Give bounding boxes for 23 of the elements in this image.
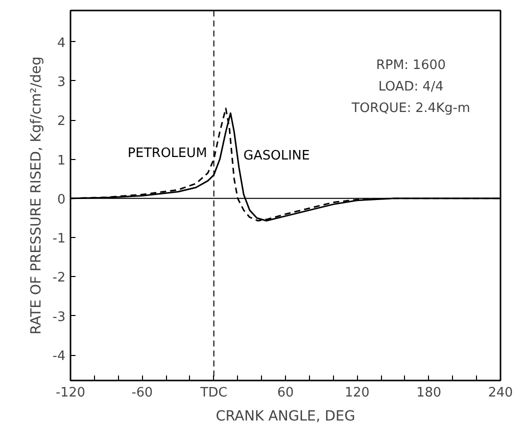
x-axis-title: CRANK ANGLE, DEG [216,408,356,424]
x-tick-label: 60 [277,386,294,400]
series-label: PETROLEUM [128,146,208,161]
y-tick-label: -1 [52,232,66,247]
x-tick-label: -120 [56,386,86,400]
annotation: RPM: 1600 [376,58,446,73]
y-tick-label: 1 [57,153,66,168]
x-tick-label: 240 [488,386,513,400]
y-tick-label: -3 [52,310,66,325]
series-label: GASOLINE [243,148,310,164]
annotation: TORQUE: 2.4Kg-m [350,100,470,116]
x-tick-label: 120 [344,386,370,400]
x-tick-label: -60 [132,386,153,400]
annotation: LOAD: 4/4 [378,79,444,94]
y-tick-label: 4 [57,36,66,51]
y-tick-label: -2 [52,270,66,286]
x-tick-label: 180 [416,386,442,400]
y-axis-title: RATE OF PRESSURE RISED, Kgf/cm²/deg [28,56,45,335]
y-tick-label: -4 [52,349,66,364]
y-tick-label: 0 [57,192,66,208]
y-tick-label: 3 [57,74,66,90]
y-tick-label: 2 [57,114,66,130]
x-tick-label: TDC [199,386,228,400]
